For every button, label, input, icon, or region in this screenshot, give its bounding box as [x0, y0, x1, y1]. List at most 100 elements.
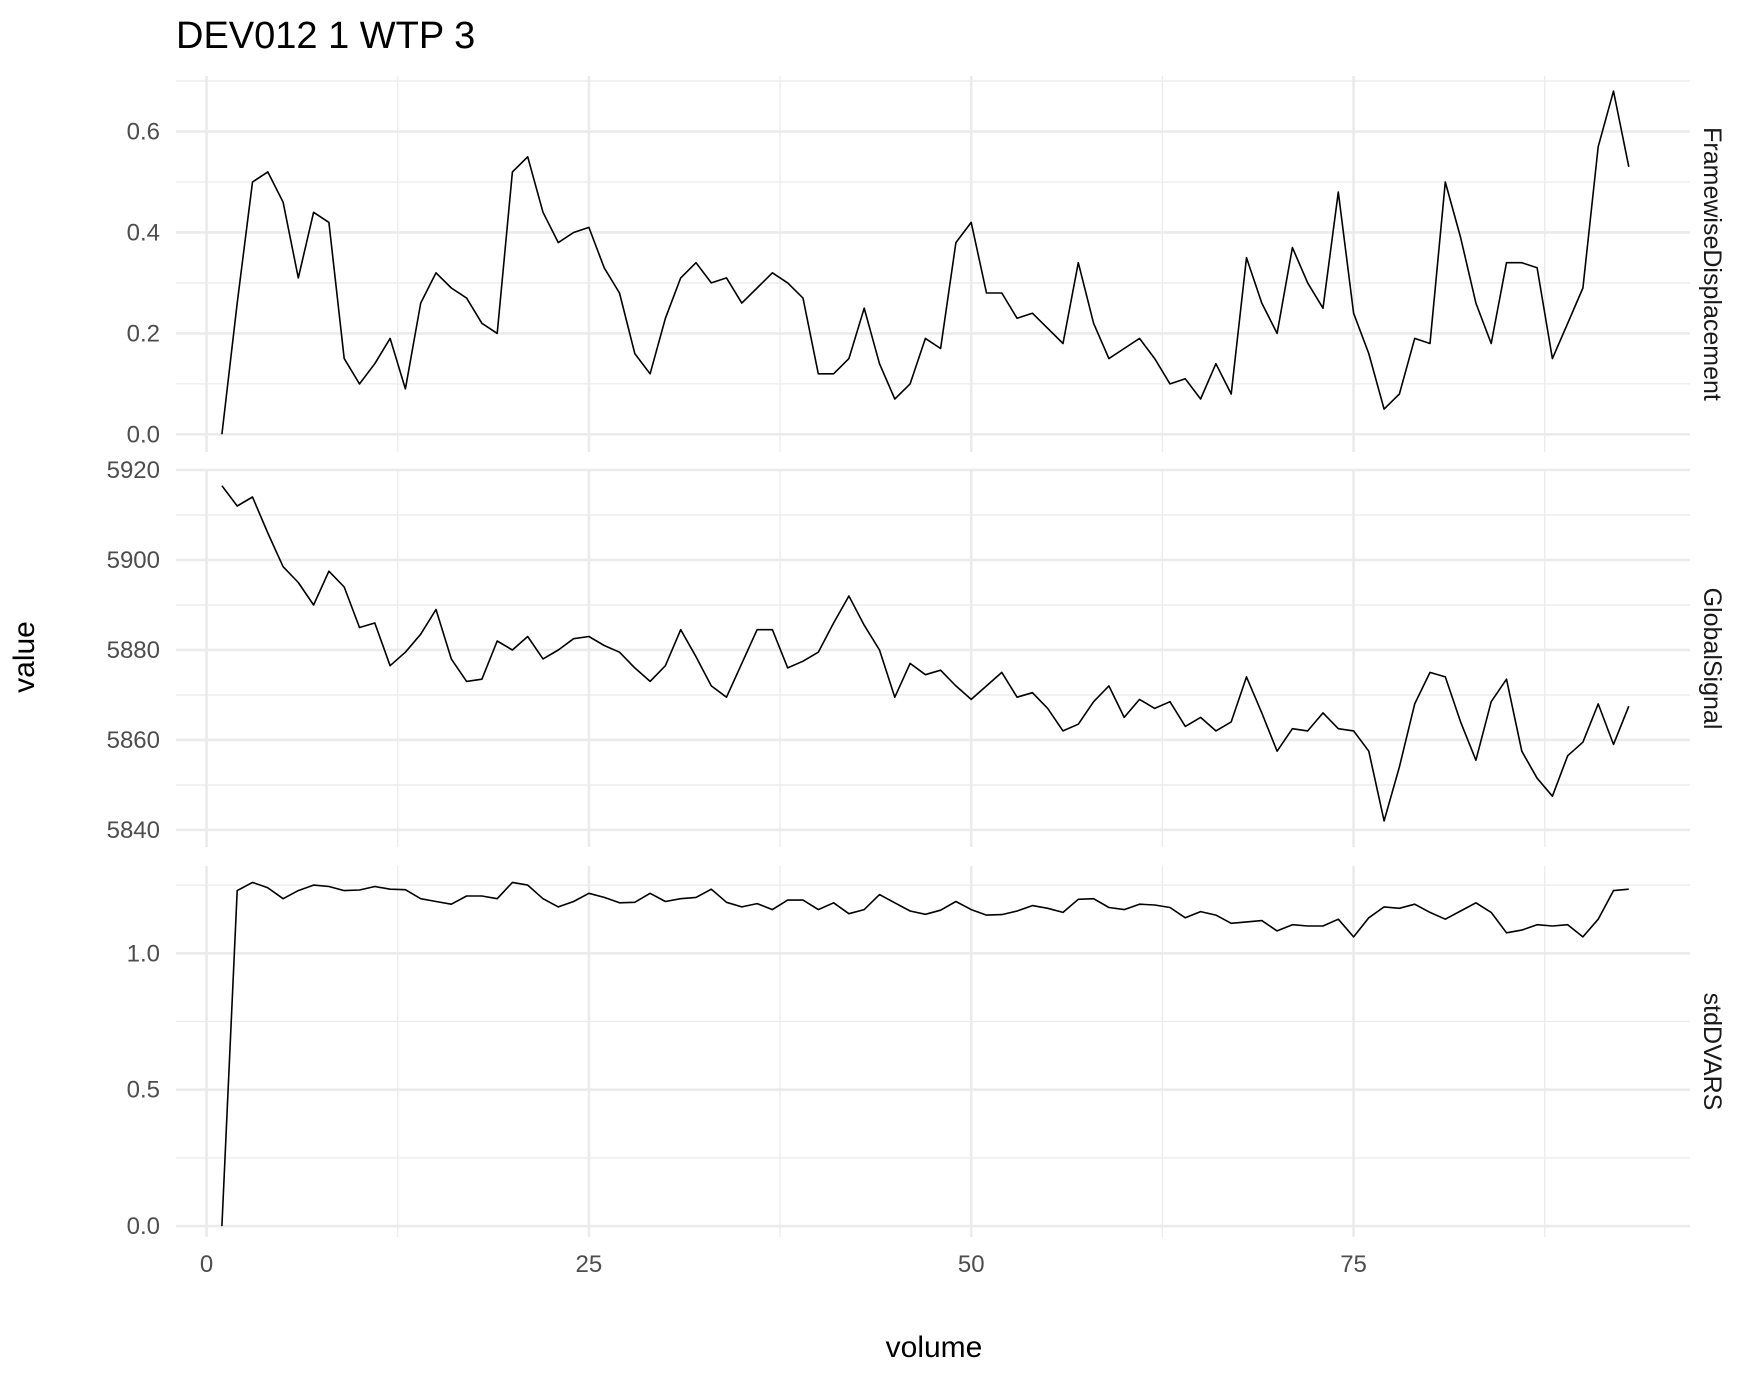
data-point: [756, 903, 758, 905]
data-point: [1613, 744, 1615, 746]
data-point: [1215, 363, 1217, 365]
data-point: [1414, 703, 1416, 705]
data-point: [1200, 911, 1202, 913]
data-point: [1552, 925, 1554, 927]
data-point: [1322, 307, 1324, 309]
data-point: [1429, 912, 1431, 914]
x-tick-label: 25: [576, 1251, 603, 1278]
data-point: [1460, 910, 1462, 912]
data-point: [389, 888, 391, 890]
data-point: [481, 323, 483, 325]
series-line-std-dvars: [221, 881, 1629, 1227]
data-point: [680, 629, 682, 631]
data-point: [558, 649, 560, 651]
data-point: [1077, 898, 1079, 900]
data-point: [542, 658, 544, 660]
data-point: [772, 629, 774, 631]
data-point: [389, 665, 391, 667]
data-point: [542, 898, 544, 900]
data-point: [726, 277, 728, 279]
data-point: [236, 505, 238, 507]
data-point: [298, 582, 300, 584]
data-point: [1552, 358, 1554, 360]
panel-std-dvars: 0.0 0.5 1.0 stdDVARS: [127, 866, 1726, 1240]
data-point: [1139, 338, 1141, 340]
data-point: [1292, 247, 1294, 249]
data-point: [1445, 181, 1447, 183]
y-axis-title: value: [8, 621, 41, 693]
data-point: [1032, 905, 1034, 907]
data-point: [1567, 323, 1569, 325]
data-point: [374, 886, 376, 888]
panels: 0.0 0.2 0.4 0.6 FramewiseDisplacement 5840 586…: [107, 76, 1726, 1278]
data-point: [955, 685, 957, 687]
data-point: [1292, 728, 1294, 730]
data-point: [1261, 920, 1263, 922]
data-point: [818, 909, 820, 911]
data-point: [649, 892, 651, 894]
data-point: [1475, 302, 1477, 304]
data-point: [1261, 712, 1263, 714]
data-point: [833, 373, 835, 375]
y-tick-label: 0.6: [127, 119, 160, 146]
data-point: [741, 906, 743, 908]
data-point: [634, 353, 636, 355]
data-point: [313, 211, 315, 213]
data-point: [1154, 708, 1156, 710]
data-point: [1613, 90, 1615, 92]
data-point: [986, 292, 988, 294]
data-point: [986, 914, 988, 916]
data-point: [665, 665, 667, 667]
data-point: [1582, 287, 1584, 289]
data-point: [1521, 262, 1523, 264]
data-point: [818, 651, 820, 653]
data-point: [573, 232, 575, 234]
data-point: [1062, 912, 1064, 914]
data-point: [405, 651, 407, 653]
x-tick-label: 50: [958, 1251, 985, 1278]
data-point: [802, 899, 804, 901]
data-point: [710, 888, 712, 890]
data-point: [818, 373, 820, 375]
data-point: [588, 636, 590, 638]
data-point: [527, 636, 529, 638]
data-point: [542, 211, 544, 213]
data-point: [772, 909, 774, 911]
data-point: [343, 586, 345, 588]
data-point: [1582, 741, 1584, 743]
data-point: [1108, 907, 1110, 909]
data-point: [603, 267, 605, 269]
data-point: [252, 496, 254, 498]
data-point: [756, 629, 758, 631]
data-point: [1460, 721, 1462, 723]
data-point: [1276, 750, 1278, 752]
data-point: [267, 532, 269, 534]
data-point: [1215, 730, 1217, 732]
data-point: [1093, 701, 1095, 703]
data-point: [1169, 383, 1171, 385]
y-tick-label: 5880: [107, 637, 160, 664]
data-point: [833, 622, 835, 624]
data-point: [282, 201, 284, 203]
data-point: [1506, 678, 1508, 680]
y-tick-label: 0.4: [127, 219, 160, 246]
data-point: [1322, 925, 1324, 927]
data-point: [1567, 755, 1569, 757]
data-point: [1123, 909, 1125, 911]
data-point: [1307, 282, 1309, 284]
data-point: [1368, 917, 1370, 919]
data-point: [1552, 795, 1554, 797]
data-point: [1215, 914, 1217, 916]
data-point: [802, 660, 804, 662]
data-point: [1246, 676, 1248, 678]
y-tick-label: 5920: [107, 457, 160, 484]
data-point: [1383, 408, 1385, 410]
data-point: [1123, 348, 1125, 350]
data-point: [863, 307, 865, 309]
facet-strip-label: FramewiseDisplacement: [1698, 127, 1726, 401]
data-point: [1077, 723, 1079, 725]
data-point: [267, 887, 269, 889]
data-point: [925, 338, 927, 340]
data-point: [1536, 924, 1538, 926]
data-point: [1123, 717, 1125, 719]
